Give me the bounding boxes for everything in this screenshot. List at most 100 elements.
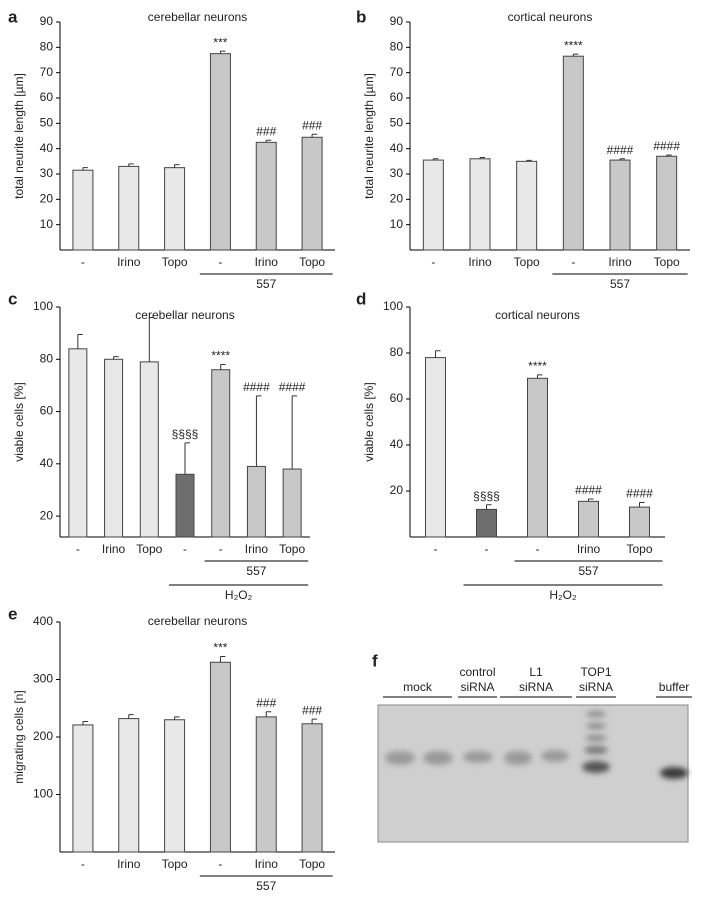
y-axis-label: total neurite length [µm] bbox=[12, 73, 26, 199]
x-tick-label: - bbox=[536, 542, 540, 556]
group-label: H₂O₂ bbox=[225, 588, 253, 602]
x-tick-label: - bbox=[183, 542, 187, 556]
significance-label: #### bbox=[243, 380, 270, 394]
x-tick-label: Topo bbox=[514, 255, 540, 269]
error-bar bbox=[265, 711, 272, 717]
error-bar bbox=[113, 356, 119, 360]
group-label: 557 bbox=[578, 564, 598, 578]
error-bar bbox=[82, 720, 88, 725]
x-tick-label: Topo bbox=[162, 255, 188, 269]
panel-label: b bbox=[356, 7, 366, 26]
significance-label: *** bbox=[213, 641, 227, 655]
bar bbox=[211, 369, 231, 538]
bar bbox=[301, 136, 323, 251]
bar bbox=[72, 724, 94, 853]
y-tick-label: 60 bbox=[40, 404, 54, 418]
y-tick-label: 100 bbox=[33, 787, 53, 801]
panel-label: f bbox=[372, 651, 378, 670]
y-axis-label: total neurite length [µm] bbox=[362, 73, 376, 199]
y-tick-label: 10 bbox=[40, 217, 54, 231]
y-tick-label: 60 bbox=[390, 90, 404, 104]
gel-image bbox=[377, 704, 689, 843]
error-bar bbox=[82, 167, 88, 171]
lane-label: siRNA bbox=[460, 680, 494, 694]
bar bbox=[578, 500, 599, 538]
significance-label: ### bbox=[256, 124, 276, 138]
x-tick-label: - bbox=[431, 255, 435, 269]
x-tick-label: Irino bbox=[577, 542, 601, 556]
error-bar bbox=[486, 504, 492, 510]
significance-label: **** bbox=[211, 349, 230, 363]
bar bbox=[255, 141, 277, 251]
significance-label: #### bbox=[607, 143, 634, 157]
x-tick-label: - bbox=[571, 255, 575, 269]
bar bbox=[656, 155, 678, 251]
x-tick-label: Irino bbox=[255, 857, 279, 871]
y-tick-label: 20 bbox=[390, 483, 404, 497]
bar bbox=[609, 159, 631, 251]
error-bar bbox=[291, 395, 298, 470]
group-label: 557 bbox=[256, 879, 276, 893]
x-tick-label: - bbox=[485, 542, 489, 556]
bar bbox=[301, 723, 323, 853]
bar bbox=[209, 661, 231, 853]
significance-label: ### bbox=[302, 118, 322, 132]
bar bbox=[72, 169, 94, 251]
error-bar bbox=[639, 502, 645, 508]
x-tick-label: - bbox=[218, 857, 222, 871]
panel-label: d bbox=[356, 289, 366, 308]
error-bar bbox=[255, 395, 262, 467]
significance-label: ### bbox=[302, 703, 322, 717]
lane-label: siRNA bbox=[579, 680, 613, 694]
y-tick-label: 20 bbox=[40, 192, 54, 206]
bar bbox=[469, 158, 491, 251]
bar bbox=[118, 165, 140, 251]
x-tick-label: Irino bbox=[117, 255, 141, 269]
y-tick-label: 80 bbox=[40, 351, 54, 365]
y-tick-label: 90 bbox=[40, 14, 54, 28]
bar bbox=[104, 358, 124, 538]
x-tick-label: Irino bbox=[245, 542, 269, 556]
group-label: H₂O₂ bbox=[549, 588, 577, 602]
y-tick-label: 60 bbox=[390, 391, 404, 405]
y-tick-label: 90 bbox=[390, 14, 404, 28]
error-bar bbox=[479, 157, 485, 159]
bar bbox=[527, 377, 548, 538]
chart-title: cerebellar neurons bbox=[148, 614, 247, 628]
bar bbox=[255, 716, 277, 853]
error-bar bbox=[435, 350, 441, 358]
lane-label: L1 bbox=[529, 665, 543, 679]
chart-title: cerebellar neurons bbox=[135, 308, 234, 322]
significance-label: **** bbox=[564, 38, 583, 52]
error-bar bbox=[219, 656, 226, 663]
significance-label: §§§§ bbox=[172, 427, 199, 441]
y-tick-label: 40 bbox=[390, 141, 404, 155]
y-tick-label: 30 bbox=[40, 166, 54, 180]
y-tick-label: 200 bbox=[33, 729, 53, 743]
significance-label: #### bbox=[626, 487, 653, 501]
group-label: 557 bbox=[256, 277, 276, 291]
error-bar bbox=[219, 50, 226, 54]
error-bar bbox=[432, 158, 439, 161]
bar bbox=[246, 465, 266, 538]
bar bbox=[175, 473, 195, 538]
bar bbox=[68, 348, 88, 538]
error-bar bbox=[174, 716, 180, 720]
bar bbox=[476, 508, 497, 538]
y-tick-label: 80 bbox=[40, 40, 54, 54]
group-label: 557 bbox=[610, 277, 630, 291]
bar bbox=[516, 160, 538, 251]
x-tick-label: Topo bbox=[299, 857, 325, 871]
y-tick-label: 50 bbox=[390, 116, 404, 130]
x-tick-label: Topo bbox=[162, 857, 188, 871]
chart-title: cerebellar neurons bbox=[148, 10, 247, 24]
error-bar bbox=[526, 159, 532, 162]
panel-label: c bbox=[8, 289, 17, 308]
error-bar bbox=[311, 133, 318, 138]
x-tick-label: - bbox=[81, 857, 85, 871]
panel-label: e bbox=[8, 604, 17, 623]
error-bar bbox=[572, 53, 579, 57]
error-bar bbox=[77, 333, 83, 349]
error-bar bbox=[619, 158, 625, 161]
significance-label: #### bbox=[279, 380, 306, 394]
